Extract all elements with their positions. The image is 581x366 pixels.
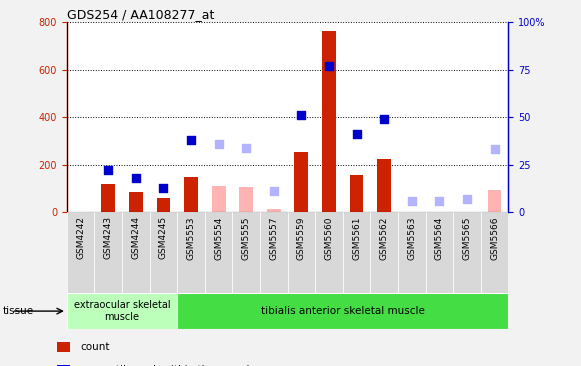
Text: GSM5561: GSM5561 (352, 216, 361, 260)
Text: GSM5555: GSM5555 (242, 216, 250, 260)
Bar (67, 212, 94, 293)
Bar (377, 159, 391, 212)
Point (269, 188, 278, 194)
Bar (205, 212, 232, 293)
Text: GSM4244: GSM4244 (131, 216, 140, 259)
Bar (288, 212, 315, 293)
Bar (177, 293, 508, 329)
Bar (211, 186, 225, 212)
Bar (122, 212, 150, 293)
Bar (350, 175, 364, 212)
Bar (58, 342, 70, 352)
Bar (260, 212, 288, 293)
Bar (398, 212, 425, 293)
Text: GSM5562: GSM5562 (380, 216, 389, 260)
Text: GSM5560: GSM5560 (325, 216, 333, 260)
Bar (156, 198, 170, 212)
Text: GSM5564: GSM5564 (435, 216, 444, 260)
Bar (67, 293, 177, 329)
Point (187, 137, 196, 143)
Point (159, 184, 168, 190)
Point (103, 168, 113, 173)
Point (462, 196, 472, 202)
Point (435, 198, 444, 204)
Bar (295, 152, 309, 212)
Text: GSM4243: GSM4243 (104, 216, 113, 259)
Bar (343, 212, 371, 293)
Text: tibialis anterior skeletal muscle: tibialis anterior skeletal muscle (261, 306, 425, 316)
Bar (58, 365, 70, 366)
Text: GSM5559: GSM5559 (297, 216, 306, 260)
Bar (150, 212, 177, 293)
Point (324, 63, 333, 69)
Text: GSM5557: GSM5557 (270, 216, 278, 260)
Bar (184, 177, 198, 212)
Bar (315, 212, 343, 293)
Bar (177, 212, 205, 293)
Text: extraocular skeletal
muscle: extraocular skeletal muscle (74, 300, 170, 322)
Bar (94, 212, 122, 293)
Text: GSM4242: GSM4242 (76, 216, 85, 259)
Text: GDS254 / AA108277_at: GDS254 / AA108277_at (67, 8, 214, 21)
Bar (232, 212, 260, 293)
Point (242, 145, 251, 150)
Text: GSM5565: GSM5565 (462, 216, 471, 260)
Point (407, 198, 417, 204)
Point (131, 175, 141, 181)
Point (214, 141, 223, 147)
Text: GSM5563: GSM5563 (407, 216, 416, 260)
Point (490, 146, 499, 152)
Bar (101, 184, 115, 212)
Bar (322, 31, 336, 212)
Bar (267, 209, 281, 212)
Bar (239, 187, 253, 212)
Bar (425, 212, 453, 293)
Text: tissue: tissue (3, 306, 34, 316)
Text: GSM5553: GSM5553 (187, 216, 195, 260)
Bar (481, 212, 508, 293)
Point (297, 112, 306, 118)
Point (352, 131, 361, 137)
Bar (487, 190, 501, 212)
Bar (453, 212, 481, 293)
Point (379, 116, 389, 122)
Bar (371, 212, 398, 293)
Bar (129, 192, 143, 212)
Text: percentile rank within the sample: percentile rank within the sample (80, 365, 256, 366)
Text: GSM4245: GSM4245 (159, 216, 168, 259)
Text: GSM5554: GSM5554 (214, 216, 223, 260)
Text: GSM5566: GSM5566 (490, 216, 499, 260)
Text: count: count (80, 342, 110, 352)
